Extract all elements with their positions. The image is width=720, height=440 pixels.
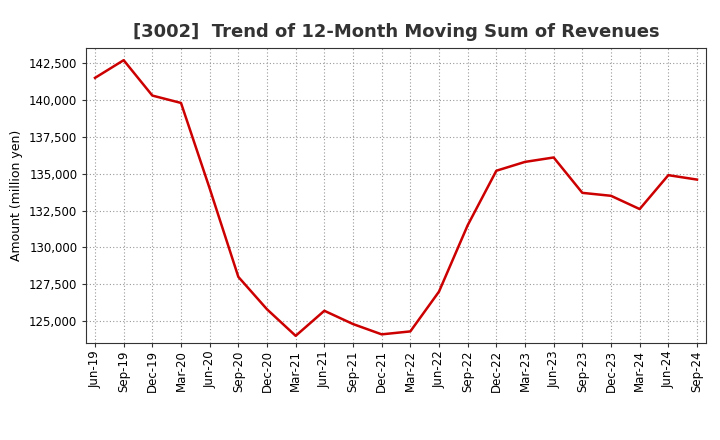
- Title: [3002]  Trend of 12-Month Moving Sum of Revenues: [3002] Trend of 12-Month Moving Sum of R…: [132, 23, 660, 41]
- Y-axis label: Amount (million yen): Amount (million yen): [11, 130, 24, 261]
